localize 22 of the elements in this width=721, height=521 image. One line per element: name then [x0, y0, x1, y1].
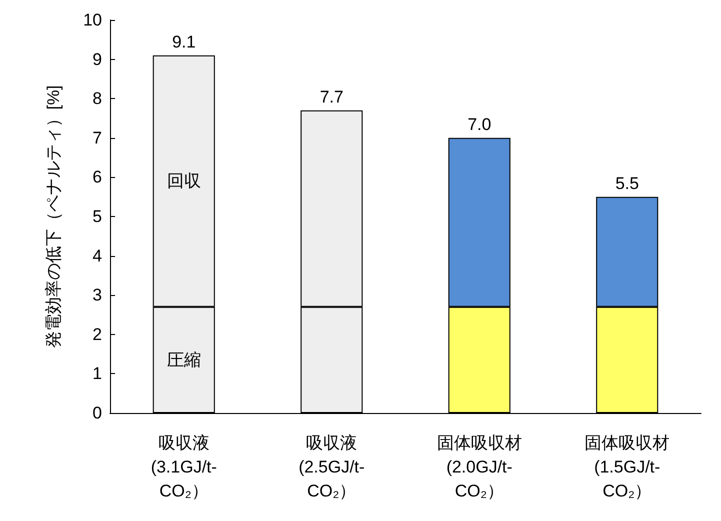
y-tick-label: 4	[92, 246, 102, 266]
y-tick-label: 2	[92, 324, 102, 344]
x-tick-label: 吸収液 (3.1GJ/t- CO₂）	[150, 434, 217, 500]
y-tick-label: 6	[92, 168, 102, 187]
y-tick-label: 8	[92, 89, 102, 108]
y-tick-label: 9	[92, 50, 102, 69]
total-label: 7.0	[468, 114, 492, 134]
x-tick-label: 吸収液 (2.5GJ/t- CO₂）	[298, 434, 365, 500]
y-tick-label: 3	[92, 286, 102, 305]
y-axis-title: 発電効率の低下（ペナルティ）[%]	[44, 85, 63, 348]
annotation: 回収	[166, 172, 201, 191]
x-tick-label: 固体吸収材 (1.5GJ/t- CO₂）	[584, 434, 670, 500]
total-label: 7.7	[320, 87, 344, 106]
y-tick-label: 10	[83, 10, 102, 30]
annotation: 圧縮	[166, 350, 201, 370]
y-tick-label: 7	[92, 128, 102, 148]
total-label: 5.5	[615, 174, 639, 193]
y-tick-label: 0	[92, 404, 102, 422]
total-label: 9.1	[172, 32, 196, 52]
y-tick-label: 1	[92, 364, 102, 384]
x-tick-label: 固体吸収材 (2.0GJ/t- CO₂）	[436, 434, 522, 500]
y-tick-label: 5	[92, 207, 102, 226]
